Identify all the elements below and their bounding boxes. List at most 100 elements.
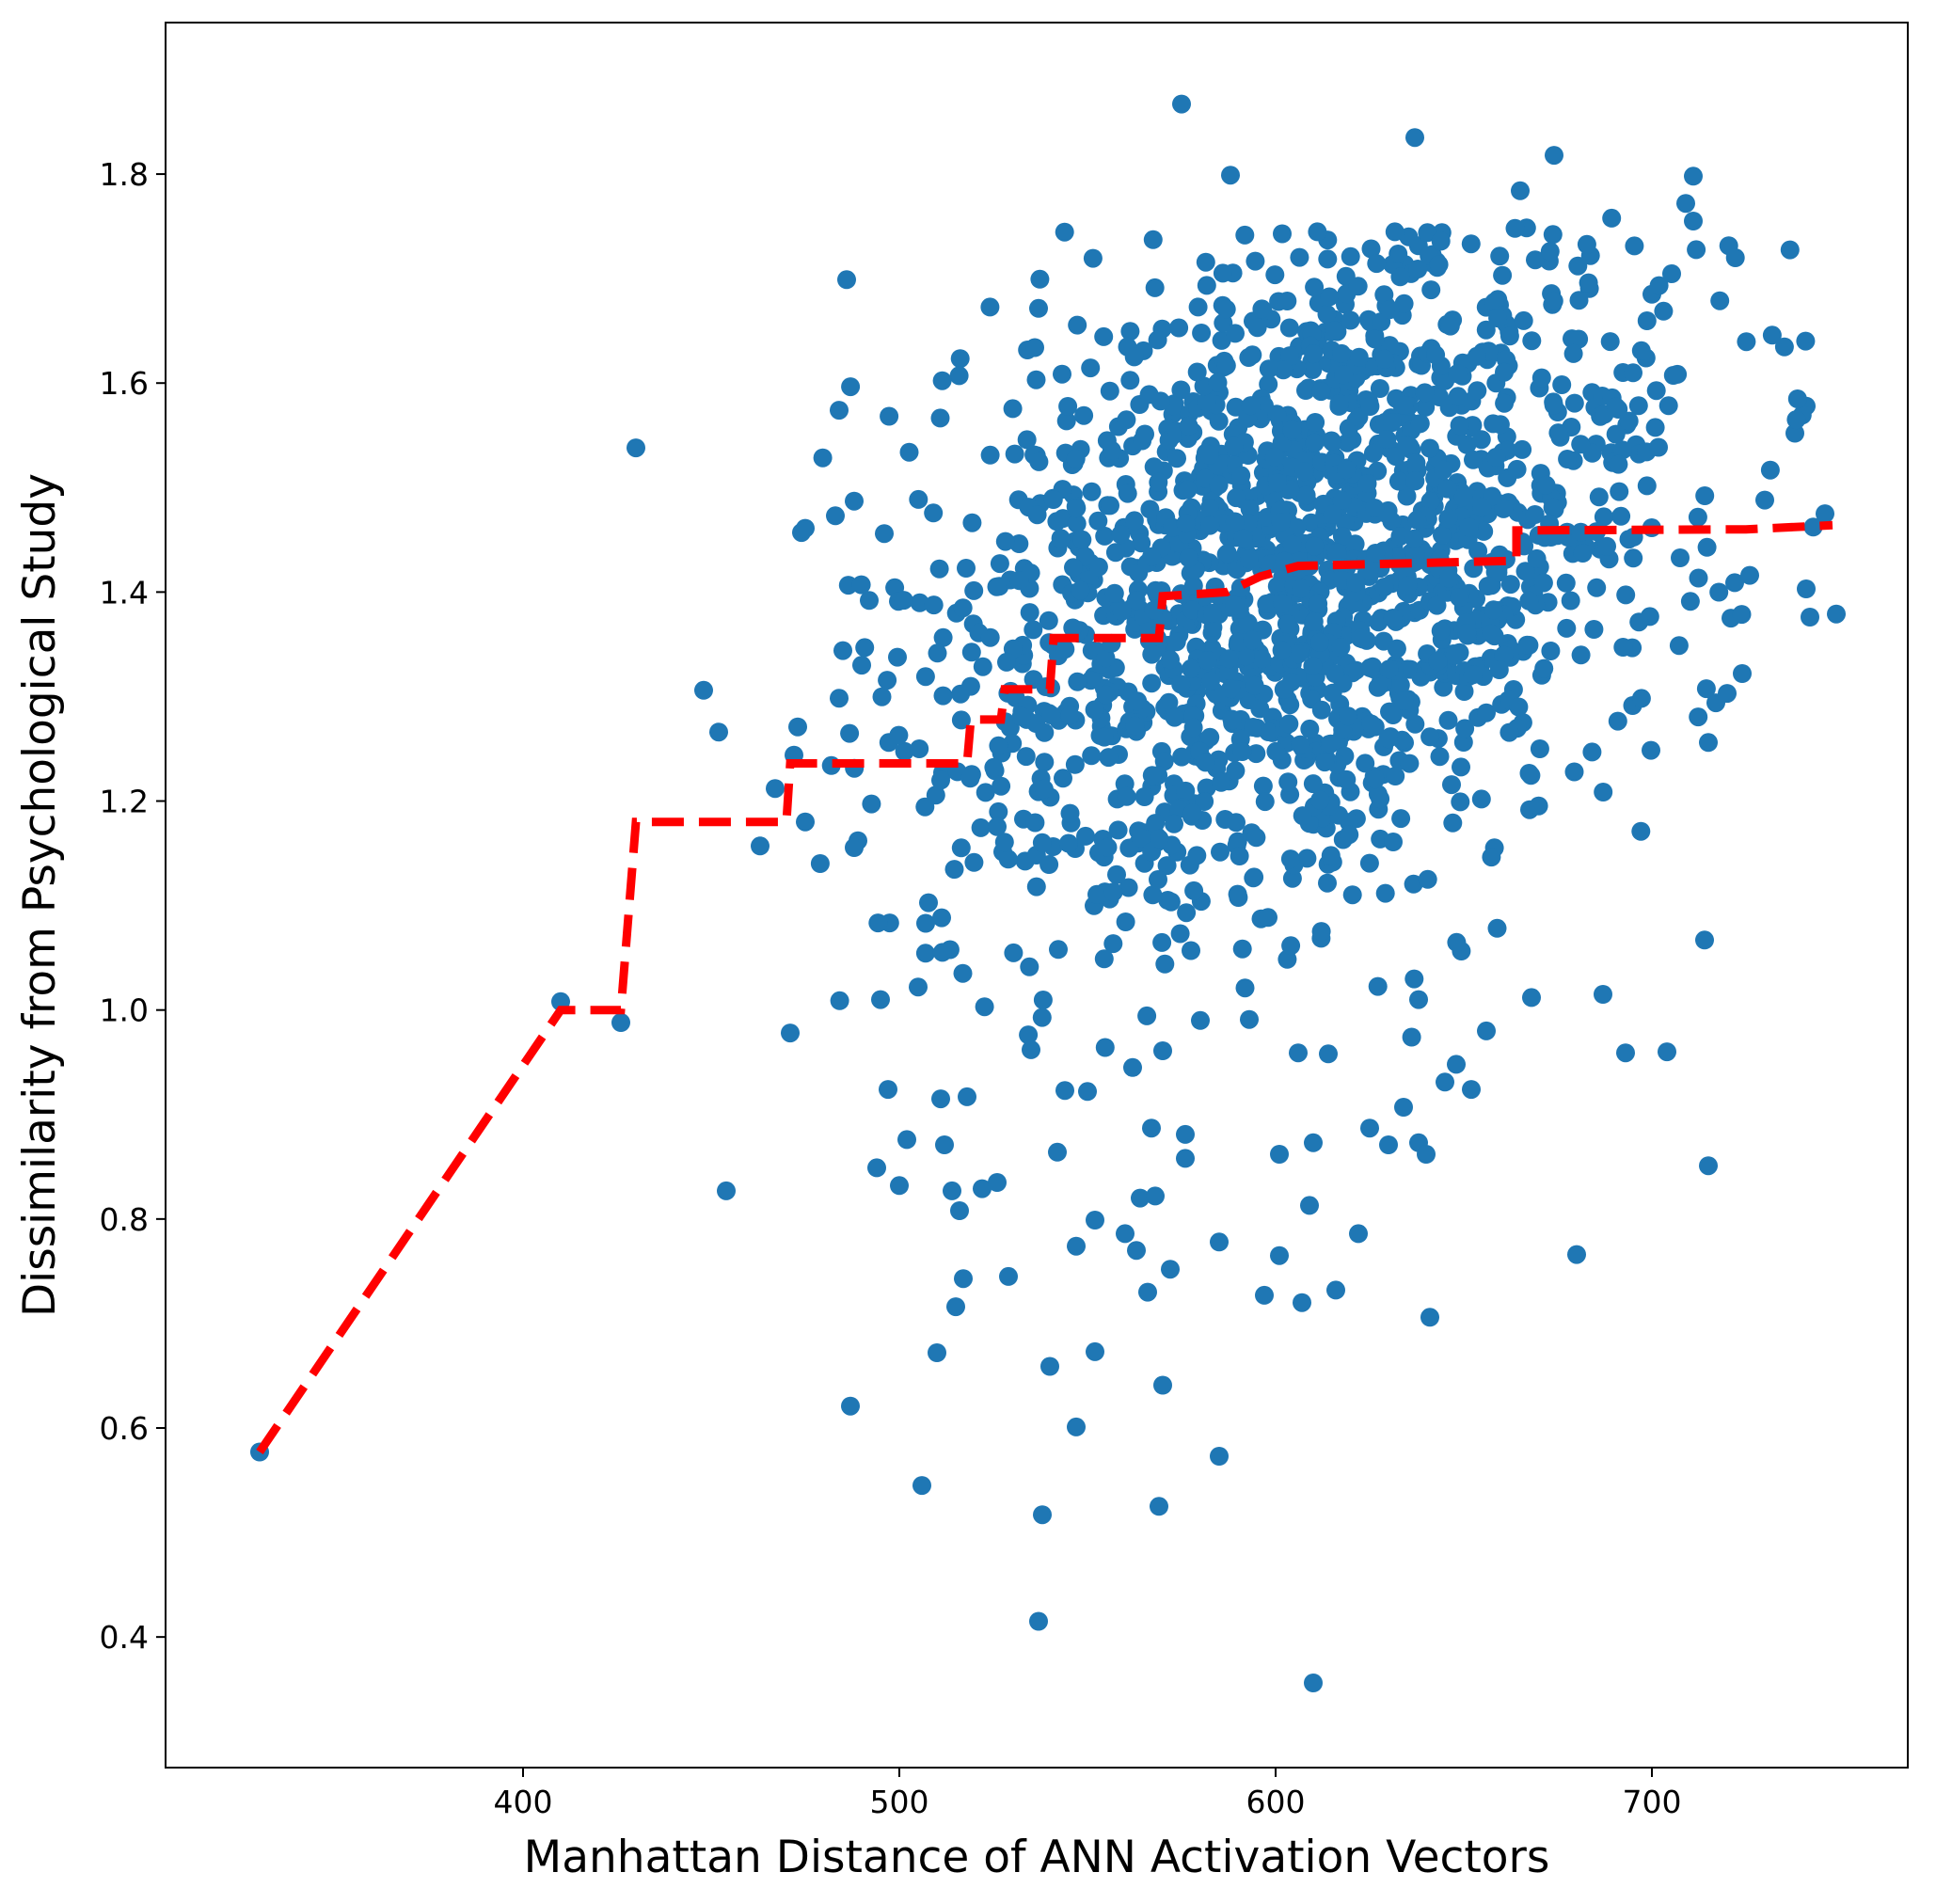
data-point — [1688, 507, 1707, 527]
data-point — [1022, 1039, 1040, 1059]
data-point — [1053, 364, 1071, 384]
data-point — [813, 448, 833, 468]
data-point — [1349, 1224, 1368, 1244]
data-point — [1463, 416, 1483, 436]
data-point — [1695, 930, 1714, 950]
data-point — [788, 717, 807, 737]
data-point — [1606, 424, 1626, 444]
data-point — [1468, 541, 1488, 561]
data-point — [1624, 363, 1642, 383]
data-point — [1303, 360, 1323, 379]
data-point — [872, 687, 892, 706]
data-point — [1594, 507, 1613, 527]
data-point — [1564, 393, 1584, 413]
data-point — [1243, 345, 1262, 365]
data-point — [1179, 548, 1198, 568]
data-point — [1611, 506, 1631, 526]
data-point — [1278, 772, 1298, 792]
data-point — [1060, 706, 1080, 725]
data-point — [964, 580, 984, 600]
data-point — [1803, 517, 1823, 537]
data-point — [1436, 1072, 1454, 1092]
data-point — [1149, 870, 1167, 889]
data-point — [888, 647, 907, 667]
data-point — [878, 671, 897, 690]
data-point — [1055, 222, 1074, 242]
data-point — [1321, 734, 1341, 754]
data-point — [988, 817, 1007, 836]
y-tick-label: 1.2 — [100, 784, 149, 820]
data-point — [1360, 658, 1380, 677]
data-point — [1103, 934, 1123, 954]
data-point — [1005, 444, 1024, 464]
data-point — [989, 736, 1008, 755]
data-point — [1796, 331, 1816, 351]
data-point — [1161, 1260, 1180, 1279]
data-point — [1055, 640, 1075, 659]
data-point — [1527, 548, 1547, 568]
data-point — [1272, 641, 1292, 660]
data-point — [1058, 397, 1078, 416]
data-point — [933, 686, 953, 706]
data-point — [1331, 638, 1351, 658]
data-point — [1500, 575, 1520, 595]
data-point — [1594, 783, 1613, 801]
data-point — [1221, 679, 1241, 699]
data-point — [1020, 603, 1039, 623]
data-point — [916, 913, 935, 933]
data-point — [1511, 181, 1530, 200]
data-point — [1221, 166, 1240, 185]
data-point — [1235, 646, 1255, 666]
data-point — [1645, 418, 1665, 437]
data-point — [1671, 548, 1690, 567]
data-point — [1548, 423, 1568, 443]
data-point — [1543, 498, 1563, 517]
data-point — [1099, 748, 1119, 768]
data-point — [915, 944, 935, 963]
data-point — [1240, 500, 1260, 519]
data-point — [840, 723, 860, 743]
data-point — [1024, 620, 1043, 640]
data-point — [1447, 932, 1467, 952]
data-point — [1183, 718, 1203, 738]
data-point — [1680, 592, 1700, 611]
data-point — [1304, 344, 1324, 364]
data-point — [1392, 730, 1412, 750]
data-point — [1329, 394, 1349, 413]
data-point — [1530, 739, 1549, 758]
data-point — [1088, 557, 1108, 577]
data-point — [1687, 240, 1706, 260]
data-point — [1669, 636, 1689, 656]
data-point — [1246, 251, 1265, 271]
data-point — [1404, 969, 1424, 989]
data-point — [1374, 578, 1394, 596]
data-point — [1602, 208, 1622, 228]
data-point — [1649, 437, 1668, 457]
data-point — [1176, 781, 1196, 801]
data-point — [961, 643, 981, 662]
data-point — [1450, 588, 1469, 608]
data-point — [1624, 548, 1643, 568]
data-point — [1226, 397, 1246, 417]
data-point — [1337, 460, 1357, 480]
data-point — [1261, 554, 1280, 574]
data-point — [1495, 393, 1515, 413]
data-point — [1095, 1038, 1115, 1057]
data-point — [1259, 359, 1278, 379]
data-point — [933, 627, 953, 647]
data-point — [1311, 382, 1331, 402]
data-point — [868, 913, 888, 933]
data-point — [1477, 1021, 1496, 1040]
data-point — [1227, 488, 1246, 508]
data-point — [1003, 734, 1023, 754]
data-point — [1468, 381, 1487, 401]
x-tick-label: 400 — [494, 1784, 553, 1820]
data-point — [1342, 885, 1362, 905]
data-point — [1433, 525, 1452, 545]
data-point — [1368, 677, 1388, 697]
data-point — [1076, 826, 1095, 846]
data-point — [1571, 435, 1591, 454]
data-point — [1426, 345, 1446, 365]
